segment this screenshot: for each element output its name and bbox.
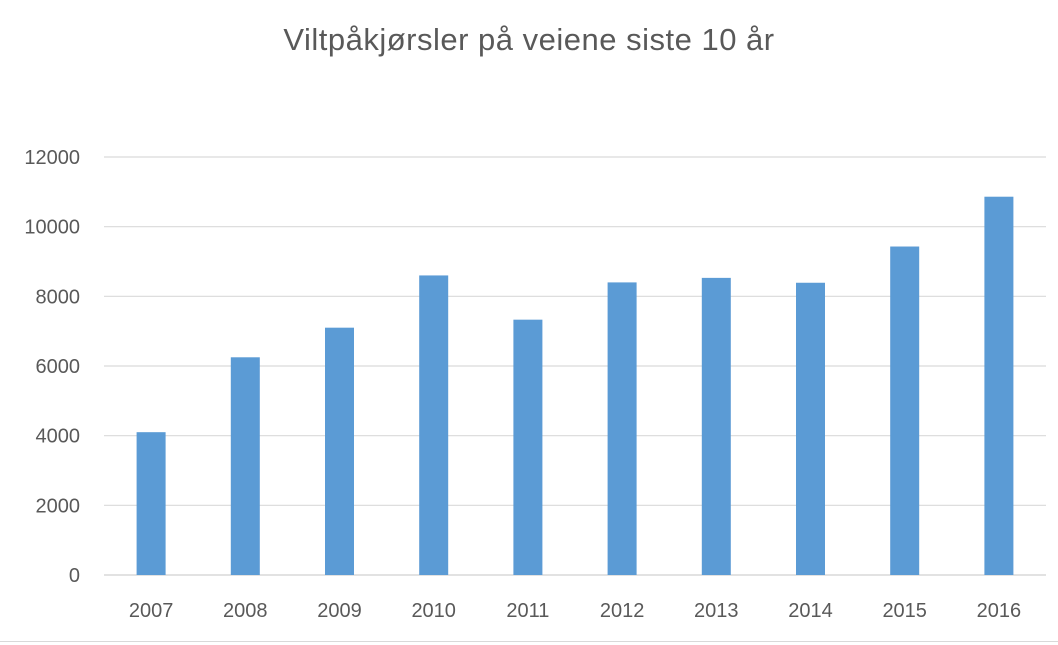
x-tick-label: 2009 <box>317 600 362 622</box>
x-tick-label: 2010 <box>411 600 456 622</box>
y-tick-label: 10000 <box>24 217 80 239</box>
bar-2008 <box>230 357 260 575</box>
bar-2011 <box>513 319 543 575</box>
chart-title: Viltpåkjørsler på veiene siste 10 år <box>283 22 775 57</box>
bar-2009 <box>325 327 354 575</box>
x-tick-label: 2015 <box>882 600 927 622</box>
y-tick-label: 6000 <box>36 356 81 378</box>
bar-2016 <box>984 196 1014 575</box>
y-tick-label: 8000 <box>36 286 81 308</box>
bar-2013 <box>701 277 731 575</box>
x-tick-label: 2007 <box>129 600 174 622</box>
x-tick-label: 2016 <box>977 600 1022 622</box>
x-tick-label: 2014 <box>788 600 833 622</box>
x-tick-label: 2011 <box>506 600 549 622</box>
y-tick-label: 2000 <box>36 495 81 517</box>
x-tick-label: 2013 <box>694 600 739 622</box>
y-tick-label: 12000 <box>24 147 80 169</box>
bar-2007 <box>136 432 166 575</box>
y-tick-label: 0 <box>69 565 80 587</box>
y-tick-label: 4000 <box>36 426 81 448</box>
bar-2010 <box>419 275 449 575</box>
x-tick-label: 2008 <box>223 600 268 622</box>
bar-2014 <box>796 282 825 575</box>
x-tick-label: 2012 <box>600 600 645 622</box>
bar-2015 <box>890 246 920 575</box>
bottom-divider <box>0 641 1058 642</box>
bar-2012 <box>607 282 637 575</box>
